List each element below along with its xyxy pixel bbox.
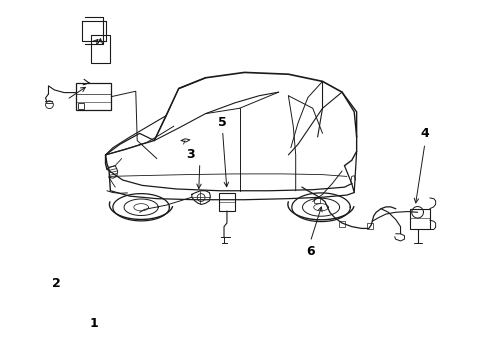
Bar [409,209,429,229]
Bar [219,193,234,211]
Text: 4: 4 [420,127,428,140]
Text: 1: 1 [90,317,99,330]
Bar [91,35,110,63]
Bar [338,221,345,227]
Bar [313,197,319,203]
Bar [366,223,372,229]
Bar [76,83,111,110]
Text: 5: 5 [218,116,226,129]
Text: 6: 6 [305,245,314,258]
Bar [78,103,84,109]
Text: 2: 2 [52,278,61,291]
Text: 3: 3 [186,148,195,161]
